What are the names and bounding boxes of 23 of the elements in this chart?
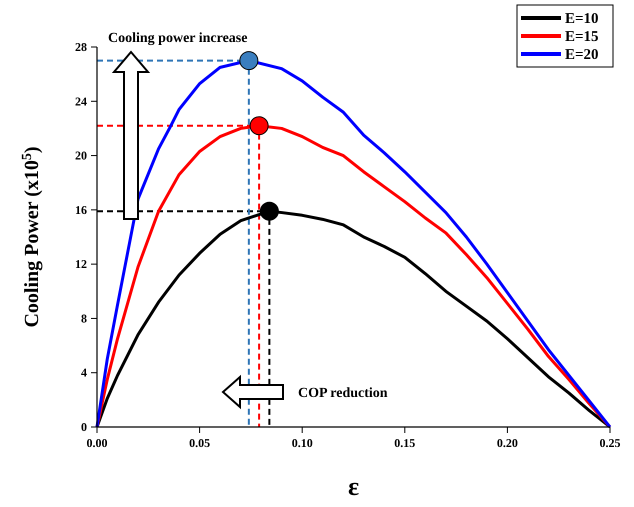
x-tick-label: 0.20 [496,436,518,450]
y-tick-label: 12 [75,257,87,272]
y-tick-label: 0 [81,420,87,434]
y-tick-label: 28 [75,40,87,54]
point [260,202,279,221]
x-tick-label: 0.25 [600,436,620,450]
y-tick-label: 4 [81,366,87,380]
x-tick-label: 0.05 [189,436,210,450]
y-tick-label: 16 [75,202,87,217]
legend-label: E=20 [565,47,599,63]
annotation: COP reduction [298,386,388,401]
text: Cooling power increase [108,31,248,46]
legend-label: E=10 [565,11,599,27]
x-axis-title: ε [348,472,360,501]
point [250,116,269,136]
x-tick-label: 0.15 [394,436,416,450]
y-tick-label: 24 [75,94,87,108]
point [239,51,258,70]
x-tick-label: 0.10 [292,436,313,450]
y-tick-label: 8 [81,311,87,326]
legend-label: E=15 [565,29,599,45]
y-tick-label: 20 [75,148,87,163]
x-tick-label: 0.00 [86,436,108,450]
